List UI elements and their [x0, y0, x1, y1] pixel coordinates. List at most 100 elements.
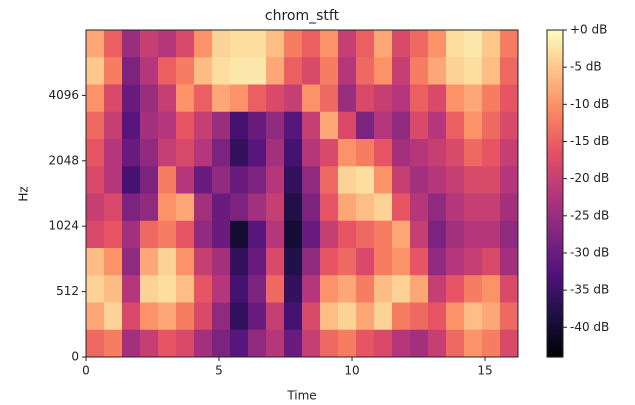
heatmap-cell — [230, 220, 249, 249]
heatmap-cell — [284, 111, 303, 140]
heatmap-cell — [392, 57, 411, 85]
colorbar-band — [547, 354, 563, 358]
heatmap-cell — [320, 30, 339, 58]
plot-frame — [85, 29, 519, 358]
heatmap-cell — [482, 220, 501, 249]
heatmap-cell — [410, 275, 429, 303]
heatmap-cell — [356, 166, 375, 194]
heatmap-cell — [212, 166, 231, 194]
y-tick-label: 1024 — [48, 219, 79, 233]
colorbar-band — [547, 302, 563, 306]
colorbar-band — [547, 54, 563, 58]
heatmap-cell — [212, 84, 231, 113]
heatmap-cell — [464, 193, 483, 222]
colorbar-tick-label: +0 dB — [570, 23, 607, 37]
heatmap-cell — [194, 139, 213, 167]
heatmap-cell — [86, 248, 105, 276]
colorbar-band — [547, 79, 563, 83]
heatmap-cell — [320, 139, 339, 167]
heatmap-cell — [266, 329, 285, 358]
heatmap-cell — [338, 220, 357, 249]
heatmap-cell — [446, 193, 465, 222]
colorbar-band — [547, 174, 563, 178]
colorbar-band — [547, 141, 563, 146]
colorbar-band — [547, 133, 563, 137]
colorbar-frame — [546, 29, 564, 358]
heatmap-cell — [266, 193, 285, 222]
heatmap-cell — [446, 84, 465, 113]
heatmap-cell — [158, 57, 177, 85]
heatmap-cell — [392, 84, 411, 113]
heatmap-cell — [284, 30, 303, 58]
colorbar-band — [547, 168, 563, 173]
colorbar-band — [547, 84, 563, 88]
heatmap-cell — [464, 84, 483, 113]
heatmap-cell — [158, 220, 177, 249]
colorbar-band — [547, 122, 563, 126]
colorbar-band — [547, 337, 563, 342]
colorbar-band — [547, 166, 563, 170]
colorbar-band — [547, 119, 563, 124]
heatmap-cell — [230, 57, 249, 85]
heatmap-cell — [500, 30, 519, 58]
heatmap-cell — [338, 302, 357, 331]
heatmap-cell — [482, 111, 501, 140]
colorbar-band — [547, 245, 563, 249]
heatmap-cell — [158, 111, 177, 140]
heatmap-cell — [428, 329, 447, 358]
x-tick-label: 15 — [477, 364, 492, 378]
heatmap-cell — [464, 329, 483, 358]
heatmap-cell — [284, 220, 303, 249]
heatmap-cell — [194, 84, 213, 113]
heatmap-cell — [464, 248, 483, 276]
heatmap-cell — [446, 111, 465, 140]
heatmap-cell — [446, 30, 465, 58]
heatmap-cell — [284, 84, 303, 113]
colorbar-band — [547, 182, 563, 186]
colorbar-band — [547, 340, 563, 344]
heatmap-cell — [212, 248, 231, 276]
colorbar-band — [547, 327, 563, 331]
heatmap-cell — [158, 139, 177, 167]
heatmap-cell — [194, 329, 213, 358]
colorbar-band — [547, 65, 563, 69]
colorbar-band — [547, 239, 563, 244]
heatmap-cell — [338, 329, 357, 358]
heatmap-cell — [176, 111, 195, 140]
heatmap-cell — [374, 220, 393, 249]
heatmap-cell — [266, 248, 285, 276]
heatmap-cell — [302, 248, 321, 276]
heatmap-cell — [410, 57, 429, 85]
heatmap-cell — [482, 139, 501, 167]
heatmap-cell — [302, 275, 321, 303]
heatmap-cell — [176, 30, 195, 58]
heatmap-cell — [104, 166, 123, 194]
heatmap-cell — [410, 139, 429, 167]
heatmap-cell — [500, 84, 519, 113]
heatmap-cell — [374, 57, 393, 85]
heatmap-cell — [464, 30, 483, 58]
colorbar-band — [547, 43, 563, 47]
colorbar-band — [547, 351, 563, 355]
heatmap-cell — [464, 57, 483, 85]
colorbar-band — [547, 38, 563, 42]
colorbar-band — [547, 185, 563, 189]
heatmap-cell — [122, 220, 141, 249]
heatmap-cell — [446, 220, 465, 249]
heatmap-cell — [356, 139, 375, 167]
colorbar-band — [547, 267, 563, 271]
heatmap-cell — [302, 220, 321, 249]
heatmap-cell — [464, 220, 483, 249]
heatmap-cell — [410, 220, 429, 249]
heatmap-cell — [392, 111, 411, 140]
heatmap-cell — [410, 30, 429, 58]
heatmap-cell — [248, 139, 267, 167]
colorbar-band — [547, 49, 563, 53]
heatmap-cell — [194, 220, 213, 249]
heatmap-cell — [140, 193, 159, 222]
colorbar-band — [547, 346, 563, 350]
heatmap-cell — [230, 166, 249, 194]
heatmap-cell — [482, 248, 501, 276]
heatmap-cell — [302, 166, 321, 194]
heatmap-cell — [158, 329, 177, 358]
